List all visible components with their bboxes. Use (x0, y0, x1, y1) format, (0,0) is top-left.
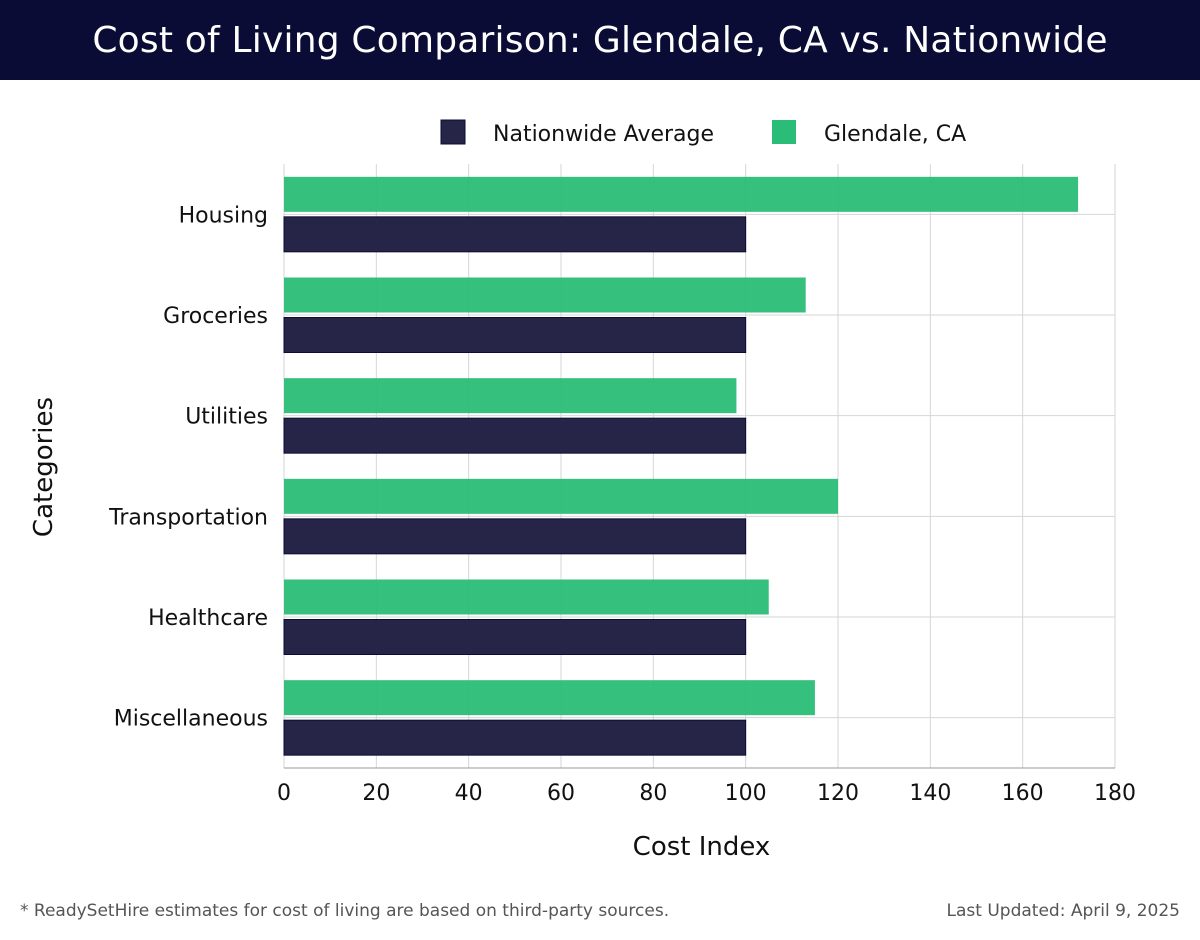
x-tick-label: 100 (725, 781, 767, 806)
y-tick-label: Utilities (185, 405, 268, 430)
x-tick-label: 140 (909, 781, 951, 806)
bar-glendale-transportation (284, 478, 838, 514)
x-axis-title: Cost Index (633, 832, 771, 862)
bar-nationwide-groceries (283, 317, 747, 353)
y-tick-label: Healthcare (148, 606, 268, 631)
chart-title: Cost of Living Comparison: Glendale, CA … (92, 19, 1108, 61)
y-tick-label: Miscellaneous (114, 707, 268, 732)
x-tick-label: 40 (455, 781, 483, 806)
last-updated: Last Updated: April 9, 2025 (946, 901, 1180, 921)
legend-swatch-nationwide (440, 119, 466, 145)
chart-header: Cost of Living Comparison: Glendale, CA … (0, 0, 1200, 80)
x-tick-label: 160 (1002, 781, 1044, 806)
bar-nationwide-housing (283, 216, 747, 253)
bar-glendale-housing (284, 176, 1079, 212)
y-axis-title: Categories (29, 397, 59, 537)
legend-label-nationwide: Nationwide Average (493, 122, 714, 147)
legend-label-glendale: Glendale, CA (824, 122, 966, 147)
bar-glendale-utilities (284, 378, 737, 414)
bar-glendale-healthcare (284, 579, 769, 615)
x-tick-label: 180 (1094, 781, 1136, 806)
y-tick-label: Transportation (108, 505, 268, 530)
bar-glendale-groceries (284, 277, 806, 313)
x-tick-label: 60 (547, 781, 575, 806)
x-tick-label: 20 (362, 781, 390, 806)
bar-nationwide-transportation (283, 518, 747, 555)
bar-nationwide-miscellaneous (283, 719, 747, 756)
x-tick-label: 120 (817, 781, 859, 806)
y-tick-label: Housing (179, 203, 268, 228)
bar-nationwide-utilities (283, 417, 747, 454)
x-tick-label: 80 (639, 781, 667, 806)
bar-chart: Housing Groceries Utilities Transportation H… (29, 119, 1136, 862)
x-tick-label: 0 (277, 781, 291, 806)
bar-nationwide-healthcare (283, 619, 747, 655)
y-tick-label: Groceries (163, 304, 268, 329)
footnote: * ReadySetHire estimates for cost of liv… (20, 901, 670, 921)
legend-swatch-glendale (772, 120, 796, 144)
bar-glendale-miscellaneous (284, 680, 815, 716)
